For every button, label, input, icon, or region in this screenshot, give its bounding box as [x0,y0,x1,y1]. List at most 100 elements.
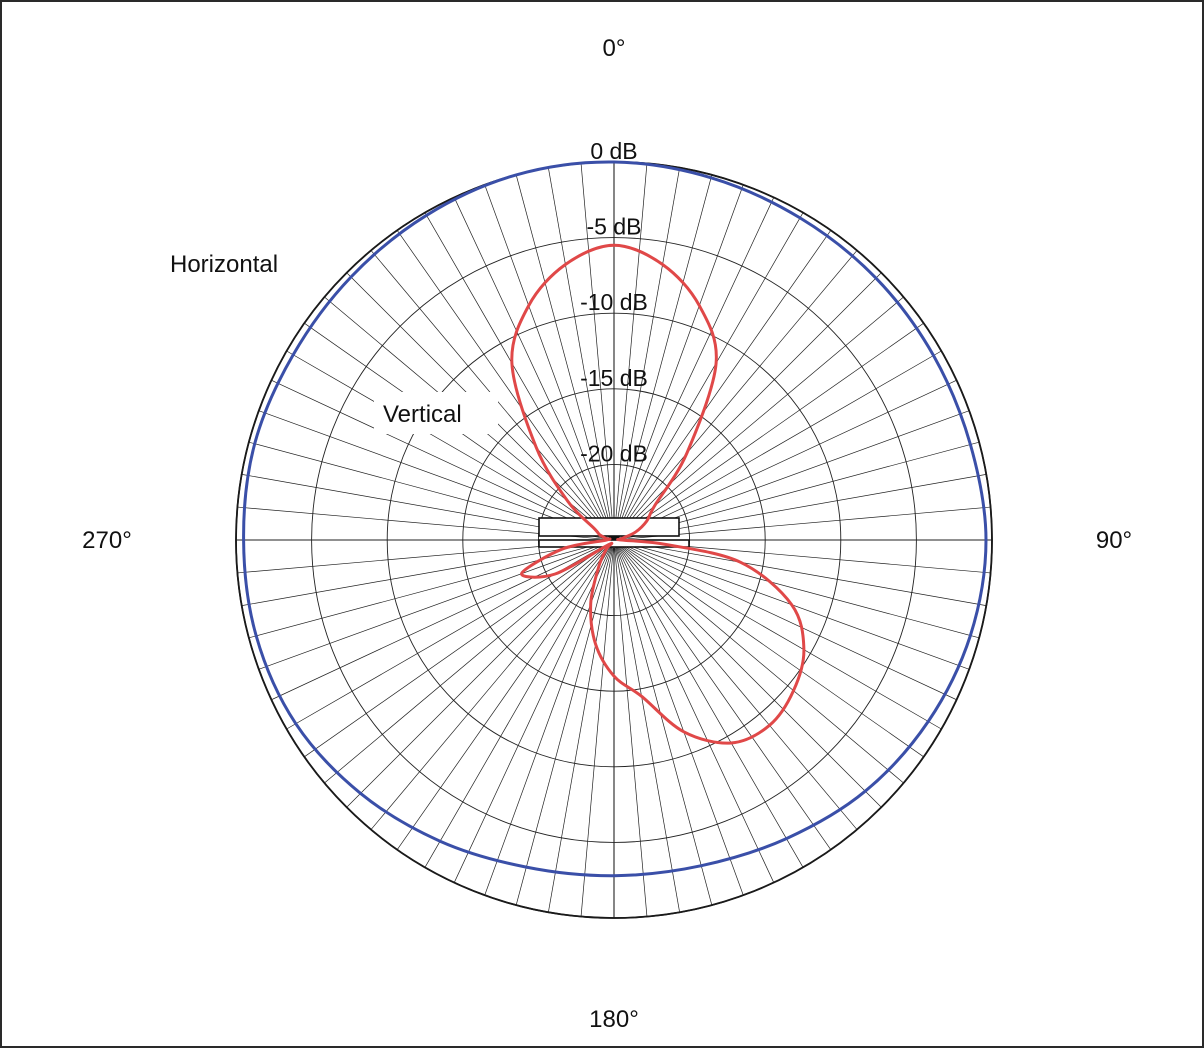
grid-spoke [613,539,942,730]
grid-spoke [346,545,609,808]
data-point-vertical [634,531,637,534]
data-point-vertical [527,304,530,307]
grid-spoke [304,544,608,758]
series-line-horizontal [242,160,988,878]
data-point-horizontal [292,353,295,356]
db-label: -5 dB [587,214,642,240]
grid-spoke [615,184,744,537]
db-ring-labels: 0 dB -5 dB -10 dB -15 dB -20 dB [580,138,648,466]
data-point-vertical [653,505,656,508]
grid-spoke [580,547,614,917]
db-label: 0 dB [590,138,637,164]
db-label: -15 dB [580,365,648,391]
grid-spoke [615,543,744,896]
data-point-horizontal [864,790,867,793]
data-point-horizontal [985,539,988,542]
data-point-horizontal [932,354,935,357]
grid-spoke [620,322,924,536]
data-point-vertical [715,362,718,365]
db-label: -20 dB [580,440,648,466]
grid-spoke [615,174,713,533]
data-point-horizontal [425,214,428,217]
grid-spoke [613,539,804,868]
pattern-series [242,160,988,878]
data-point-vertical [698,304,701,307]
device-icon [538,517,690,548]
grid-spoke [324,542,612,784]
grid-spoke [616,250,858,538]
data-point-horizontal [359,792,362,795]
grid-spoke [453,547,611,883]
db-ring [386,312,842,768]
grid-spoke [614,543,680,913]
data-point-horizontal [255,634,258,637]
angle-label: 90° [1096,527,1132,554]
data-point-vertical [554,573,557,576]
angle-label: 0° [603,35,626,62]
data-point-horizontal [350,276,353,279]
data-point-horizontal [969,634,972,637]
grid-spoke [271,379,607,537]
data-point-vertical [598,533,601,536]
series-label-horizontal: Horizontal [170,251,278,278]
grid-spoke [616,296,904,538]
grid-spoke [621,379,957,537]
data-point-vertical [792,689,795,692]
grid-spoke [620,544,924,758]
data-point-vertical [802,648,805,651]
grid-spoke [613,212,804,541]
grid-spoke [484,184,613,537]
data-point-vertical [564,263,567,266]
grid-spoke [614,547,648,917]
data-point-vertical [640,695,643,698]
grid-spoke [621,441,980,539]
grid-spoke [548,543,614,913]
data-point-horizontal [525,866,528,869]
data-point-horizontal [253,442,256,445]
data-point-vertical [607,543,610,546]
grid-spoke [271,543,607,701]
data-point-horizontal [294,722,297,725]
data-point-horizontal [969,443,972,446]
data-point-vertical [535,446,538,449]
data-point-vertical [768,724,771,727]
grid-spoke [618,546,832,850]
grid-spoke [619,272,882,535]
data-point-vertical [594,643,597,646]
data-point-vertical [620,539,623,542]
data-point-vertical [566,500,569,503]
grid-spoke [617,197,775,533]
grid-spoke [615,547,713,906]
db-ring [462,388,766,692]
data-point-vertical [560,548,563,551]
data-point-vertical [665,543,668,546]
angle-label: 270° [82,527,132,554]
grid-spoke [424,212,615,541]
data-point-horizontal [785,837,788,840]
grid-spoke [616,542,904,784]
data-point-horizontal [515,173,518,176]
grid-spoke [621,541,980,639]
series-label-vertical: Vertical [383,401,462,428]
data-point-vertical [605,537,608,540]
data-point-vertical [661,263,664,266]
grid-spoke [614,163,648,533]
grid-spoke [613,350,942,541]
data-point-horizontal [439,840,442,843]
series-line-vertical [510,243,806,745]
grid-spoke [548,167,614,537]
data-point-horizontal [799,216,802,219]
grid-spoke [617,540,987,606]
grid-spoke [616,542,858,830]
data-point-vertical [520,572,523,575]
grid-spoke [619,545,882,808]
grid-spoke [515,547,613,906]
data-point-vertical [613,675,616,678]
data-point-vertical [790,603,793,606]
angle-labels: 0° 90° 180° 270° [82,35,1132,1033]
grid-spoke [258,541,611,670]
grid-spoke [241,540,611,606]
grid-spoke [453,197,611,533]
